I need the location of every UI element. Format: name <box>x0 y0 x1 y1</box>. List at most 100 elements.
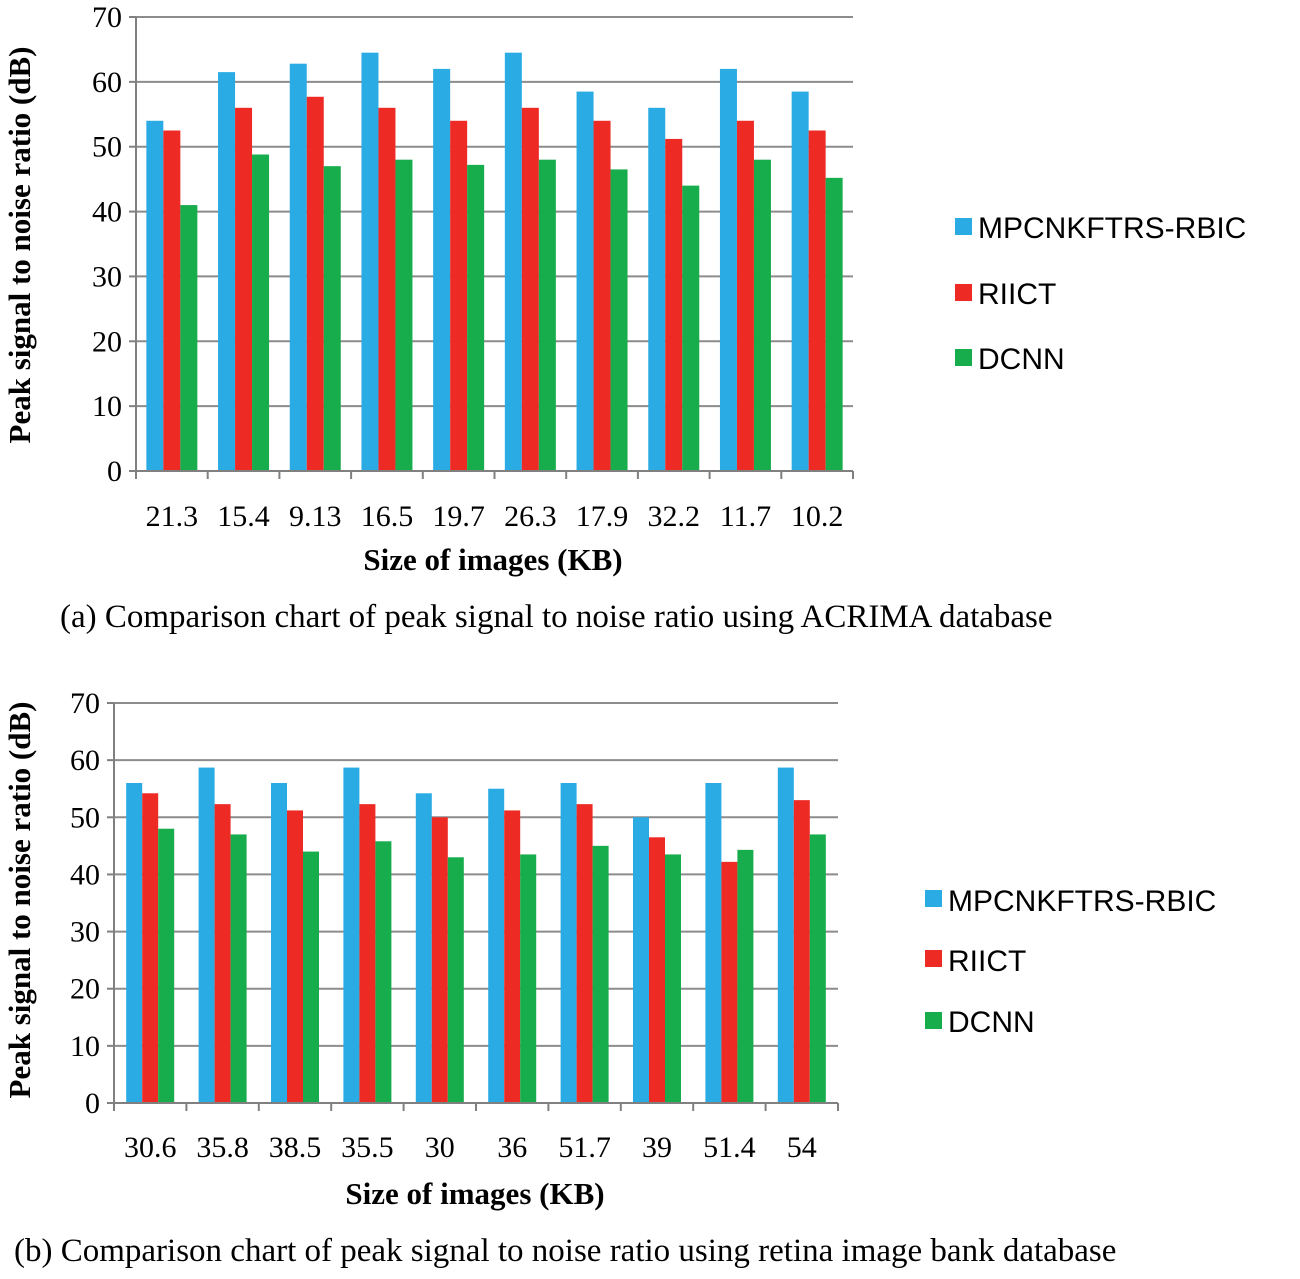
chart-b-bar-dcnn-54 <box>809 834 826 1103</box>
chart-b-caption: (b) Comparison chart of peak signal to n… <box>14 1233 1116 1269</box>
chart-a-x-tick-label-26-3: 26.3 <box>504 500 557 533</box>
chart-b-bar-mpcnkftrs-rbic-54 <box>777 767 794 1103</box>
chart-b-bar-mpcnkftrs-rbic-30 <box>415 793 432 1103</box>
chart-a-bar-mpcnkftrs-rbic-26-3 <box>504 52 522 472</box>
chart-a-bar-riict-17-9 <box>593 120 611 472</box>
chart-a-bar-mpcnkftrs-rbic-11-7 <box>719 68 737 471</box>
chart-b-bar-riict-36 <box>504 810 521 1103</box>
chart-a-axes <box>129 16 854 479</box>
chart-b-x-axis-title: Size of images (KB) <box>345 1176 604 1211</box>
chart-a-bar-mpcnkftrs-rbic-17-9 <box>576 91 594 471</box>
chart-b-bar-dcnn-35-8 <box>230 834 247 1103</box>
chart-b-bar-mpcnkftrs-rbic-35-8 <box>198 767 215 1103</box>
chart-a-y-axis-title: Peak signal to noise ratio (dB) <box>2 47 37 444</box>
chart-b-bar-dcnn-51-7 <box>592 845 609 1103</box>
chart-a-bar-riict-15-4 <box>235 107 253 472</box>
chart-a-x-tick-label-32-2: 32.2 <box>648 500 701 533</box>
chart-a-bar-dcnn-10-2 <box>825 177 843 472</box>
chart-a-legend: MPCNKFTRS-RBIC RIICT DCNN <box>955 212 1246 376</box>
chart-b-y-tick-label-50: 50 <box>70 801 100 834</box>
chart-a-y-tick-label-0: 0 <box>107 455 122 488</box>
chart-a-bar-mpcnkftrs-rbic-19-7 <box>433 68 451 471</box>
chart-a-caption: (a) Comparison chart of peak signal to n… <box>60 599 1053 635</box>
chart-a-y-tick-label-10: 10 <box>92 390 122 423</box>
chart-b-bar-dcnn-39 <box>665 854 681 1103</box>
chart-b-x-tick-label-39: 39 <box>642 1131 672 1164</box>
chart-b-bar-riict-51-7 <box>576 804 593 1103</box>
chart-b-bar-riict-35-5 <box>359 804 376 1103</box>
chart-a-y-tick-label-20: 20 <box>92 325 122 358</box>
chart-b-x-tick-label-51-7: 51.7 <box>558 1131 611 1164</box>
chart-b-x-tick-labels: 30.6 35.8 38.5 35.5 30 36 51.7 39 51.4 54 <box>124 1131 817 1164</box>
chart-b-bar-riict-35-8 <box>214 804 231 1103</box>
chart-a-bar-mpcnkftrs-rbic-9-13 <box>289 63 307 471</box>
chart-b-legend-label-mpcnkftrs-rbic: MPCNKFTRS-RBIC <box>948 885 1216 918</box>
chart-a-legend-swatch-riict <box>955 284 972 301</box>
chart-a-bar-dcnn-17-9 <box>610 169 628 471</box>
chart-b-x-tick-label-30: 30 <box>425 1131 455 1164</box>
chart-b-legend: MPCNKFTRS-RBIC RIICT DCNN <box>925 885 1216 1039</box>
chart-b-y-tick-label-0: 0 <box>85 1087 100 1120</box>
chart-b-y-tick-label-10: 10 <box>70 1030 100 1063</box>
chart-a-legend-label-mpcnkftrs-rbic: MPCNKFTRS-RBIC <box>978 212 1246 245</box>
chart-b-legend-swatch-mpcnkftrs-rbic <box>925 890 942 907</box>
chart-a-bar-dcnn-9-13 <box>323 166 341 471</box>
chart-a-legend-label-dcnn: DCNN <box>978 343 1065 376</box>
chart-a-bar-riict-26-3 <box>521 107 539 472</box>
chart-a-bars <box>146 52 843 472</box>
chart-b-y-tick-label-20: 20 <box>70 973 100 1006</box>
chart-a-bar-riict-11-7 <box>736 120 754 472</box>
chart-b-bar-riict-30 <box>431 817 448 1103</box>
chart-b-x-tick-label-35-5: 35.5 <box>341 1131 394 1164</box>
chart-a-bar-mpcnkftrs-rbic-16-5 <box>361 52 379 472</box>
chart-b-axes <box>107 702 839 1111</box>
chart-a-x-tick-label-21-3: 21.3 <box>146 500 199 533</box>
chart-a-x-tick-label-16-5: 16.5 <box>361 500 414 533</box>
chart-b-y-tick-label-30: 30 <box>70 916 100 949</box>
chart-a-bar-dcnn-15-4 <box>252 154 270 472</box>
chart-a-x-tick-labels: 21.3 15.4 9.13 16.5 19.7 26.3 17.9 32.2 11.7 10.2 <box>146 500 844 533</box>
chart-b-x-tick-label-38-5: 38.5 <box>269 1131 322 1164</box>
chart-b-legend-swatch-riict <box>925 950 942 967</box>
chart-b-legend-swatch-dcnn <box>925 1012 942 1029</box>
chart-a: 0 10 20 30 40 50 60 70 21.3 15.4 9.13 16.5 19.7 26.3… <box>2 1 1246 635</box>
chart-a-bar-riict-32-2 <box>665 138 683 471</box>
chart-b: 0 10 20 30 40 50 60 70 30.6 35.8 38.5 35.5 30 36 51.7… <box>2 687 1216 1269</box>
chart-b-legend-label-dcnn: DCNN <box>948 1006 1035 1039</box>
chart-b-bar-riict-51-4 <box>721 861 738 1103</box>
chart-a-bar-mpcnkftrs-rbic-32-2 <box>648 107 666 472</box>
chart-b-bar-mpcnkftrs-rbic-51-7 <box>560 783 577 1103</box>
chart-a-y-tick-label-30: 30 <box>92 260 122 293</box>
chart-a-legend-swatch-dcnn <box>955 349 972 366</box>
chart-a-x-tick-label-9-13: 9.13 <box>289 500 342 533</box>
chart-a-bar-mpcnkftrs-rbic-21-3 <box>146 120 164 472</box>
chart-b-x-tick-label-35-8: 35.8 <box>196 1131 249 1164</box>
chart-a-y-tick-label-70: 70 <box>92 1 122 34</box>
chart-b-bar-mpcnkftrs-rbic-38-5 <box>271 783 287 1103</box>
chart-b-y-tick-label-60: 60 <box>70 744 100 777</box>
chart-b-bar-riict-54 <box>793 800 810 1103</box>
chart-a-bar-riict-10-2 <box>808 130 826 471</box>
chart-a-bar-riict-9-13 <box>306 96 324 471</box>
chart-a-bar-mpcnkftrs-rbic-10-2 <box>791 91 809 471</box>
chart-a-legend-label-riict: RIICT <box>978 278 1056 311</box>
chart-a-bar-riict-16-5 <box>378 107 396 472</box>
chart-a-legend-swatch-mpcnkftrs-rbic <box>955 218 972 235</box>
chart-a-y-tick-label-40: 40 <box>92 196 122 229</box>
chart-b-bar-riict-30-6 <box>142 793 159 1103</box>
chart-b-bars <box>126 767 826 1103</box>
chart-b-y-tick-labels: 0 10 20 30 40 50 60 70 <box>70 687 100 1120</box>
chart-a-bar-dcnn-19-7 <box>467 164 485 472</box>
chart-b-bar-mpcnkftrs-rbic-36 <box>488 788 505 1103</box>
chart-a-bar-riict-21-3 <box>163 130 181 471</box>
chart-a-bar-dcnn-26-3 <box>538 159 556 471</box>
chart-a-x-tick-label-11-7: 11.7 <box>720 500 771 533</box>
chart-a-bar-dcnn-11-7 <box>753 159 771 471</box>
chart-b-legend-label-riict: RIICT <box>948 945 1026 978</box>
chart-b-bar-mpcnkftrs-rbic-35-5 <box>343 767 360 1103</box>
chart-a-x-tick-label-15-4: 15.4 <box>217 500 270 533</box>
chart-b-y-tick-label-40: 40 <box>70 858 100 891</box>
chart-b-bar-riict-38-5 <box>287 810 303 1103</box>
chart-b-y-axis-title: Peak signal to noise ratio (dB) <box>2 702 37 1099</box>
